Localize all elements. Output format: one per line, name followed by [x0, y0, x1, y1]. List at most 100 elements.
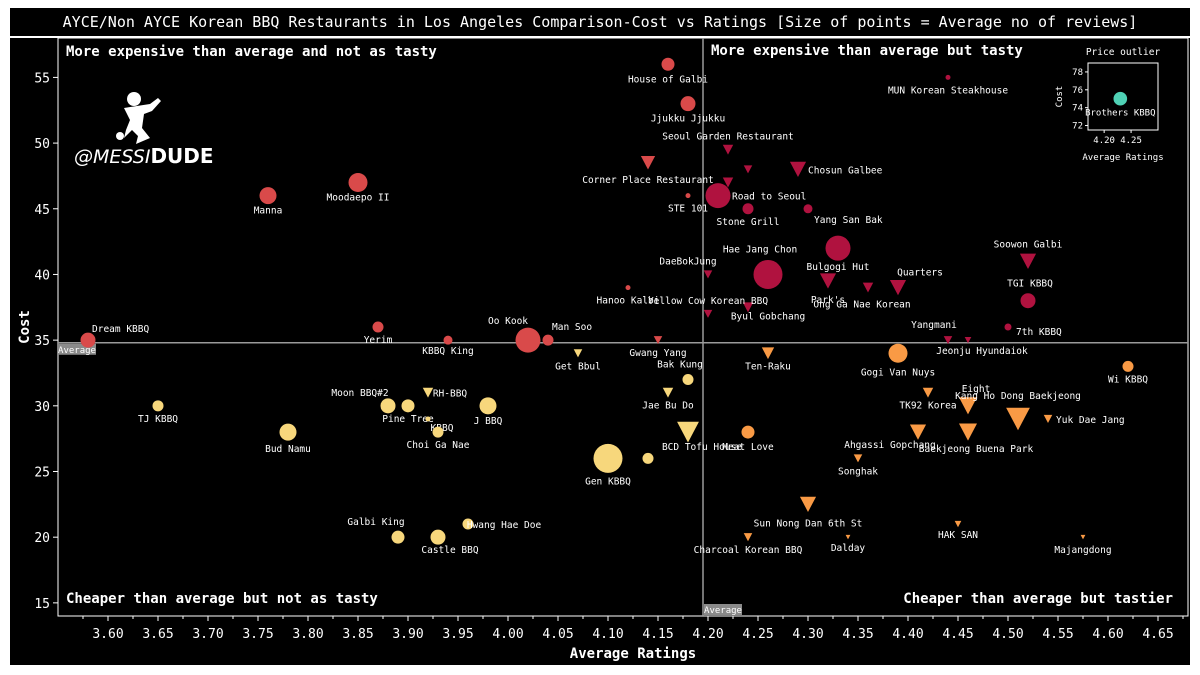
data-point-triangle	[954, 520, 962, 528]
data-point-triangle	[1019, 253, 1037, 269]
data-point-circle	[80, 332, 96, 348]
data-point-label: Eight	[962, 384, 991, 395]
y-tick-label: 55	[34, 71, 50, 86]
x-tick-label: 4.05	[542, 627, 573, 642]
data-point-label: Ten-Raku	[745, 361, 791, 372]
data-point-triangle	[819, 273, 837, 289]
data-point-circle	[625, 285, 631, 291]
data-point-label: HAK SAN	[938, 530, 978, 541]
x-tick-label: 3.75	[242, 627, 273, 642]
x-tick-label: 4.15	[642, 627, 673, 642]
data-point-circle	[259, 187, 277, 205]
x-tick-label: 4.60	[1092, 627, 1123, 642]
data-point-label: Byul Gobchang	[731, 311, 805, 322]
data-point-label: Gen KBBQ	[585, 476, 631, 487]
x-tick-label: 3.60	[92, 627, 123, 642]
data-point-label: Charcoal Korean BBQ	[694, 545, 803, 556]
data-point-label: TK92 Korea	[899, 401, 956, 412]
chart-panel: 3.60 3.65 3.70 3.75 3.80 3.85 3.90 3.95 4.00 4.05…	[10, 38, 1190, 665]
data-point-label: Yellow Cow Korean BBQ	[648, 296, 768, 307]
data-point-circle	[348, 173, 368, 192]
data-point-label: Yuk Dae Jang	[1056, 415, 1125, 426]
x-tick-label: 3.80	[292, 627, 323, 642]
data-point-label: Majangdong	[1054, 545, 1111, 556]
data-point-circle	[741, 425, 755, 439]
x-tick-label: 4.50	[992, 627, 1023, 642]
data-point-triangle	[422, 387, 434, 398]
data-point-label: House of Galbi	[628, 74, 708, 85]
data-point-triangle	[662, 387, 674, 398]
data-point-circle	[803, 204, 813, 214]
data-point-triangle	[799, 496, 817, 512]
data-point-label: Corner Place Restaurant	[582, 175, 714, 186]
data-point-label: Jae Bu Do	[642, 401, 694, 412]
data-point-triangle	[958, 397, 978, 415]
data-point-label: RH-BBQ	[433, 389, 468, 400]
y-tick-label: 20	[34, 531, 50, 546]
data-point-label: Moodaepo II	[327, 193, 390, 204]
data-point-label: Park's	[811, 295, 845, 306]
data-point-label: Castle BBQ	[421, 545, 478, 556]
x-tick-label: 4.00	[492, 627, 523, 642]
data-point-circle	[825, 235, 851, 261]
data-point-label: Quarters	[897, 268, 943, 279]
y-axis-label: Cost	[17, 310, 33, 344]
x-tick-label: 4.25	[742, 627, 773, 642]
data-point-label: Hanoo Kalbi	[597, 296, 660, 307]
quadrant-label-bottom-right: Cheaper than average but tastier	[903, 591, 1173, 607]
inset-y-tick-label: 76	[1072, 86, 1083, 96]
data-point-label: Stone Grill	[717, 217, 780, 228]
average-rating-label-bg	[704, 604, 742, 615]
average-rating-label: Average	[704, 606, 742, 616]
data-point-label: Choi Ga Nae	[407, 440, 470, 451]
y-tick-label: 40	[34, 268, 50, 283]
data-point-circle	[279, 423, 297, 441]
inset-x-tick-label: 4.25	[1120, 136, 1142, 146]
data-point-triangle	[653, 336, 663, 345]
data-point-label: Road to Seoul	[732, 192, 806, 203]
quadrant-label-top-left: More expensive than average and not as t…	[66, 44, 437, 60]
data-point-triangle	[677, 421, 699, 443]
average-cost-label: Average	[58, 346, 96, 356]
data-point-triangle	[862, 282, 874, 293]
data-point-triangle	[853, 454, 863, 463]
inset-data-point-label: Brothers KBBQ	[1085, 109, 1155, 119]
plot-border	[57, 38, 1189, 617]
data-point-label: Yerim	[364, 335, 393, 346]
data-point-label: KBBQ King	[422, 346, 473, 357]
data-point-circle	[372, 321, 384, 333]
y-tick-label: 25	[34, 466, 50, 481]
data-point-label: Dream KBBQ	[92, 324, 149, 335]
data-point-label: TJ KBBQ	[138, 414, 178, 425]
data-point-circle	[443, 335, 453, 345]
data-point-label: J BBQ	[474, 416, 503, 427]
data-point-circle	[1122, 360, 1134, 372]
average-cost-label-bg	[58, 343, 96, 355]
data-point-triangle	[909, 424, 927, 440]
data-point-triangle	[922, 387, 934, 398]
x-tick-label: 3.85	[342, 627, 373, 642]
data-point-label: Man Soo	[552, 322, 592, 333]
data-point-circle	[542, 334, 554, 346]
data-point-label: Songhak	[838, 466, 878, 477]
data-point-label: Bud Namu	[265, 444, 311, 455]
data-point-triangle	[742, 302, 754, 313]
x-tick-label: 4.65	[1142, 627, 1173, 642]
data-point-circle	[401, 399, 415, 413]
y-tick-label: 45	[34, 203, 50, 218]
data-point-label: Galbi King	[347, 517, 404, 528]
data-point-label: Dalday	[831, 543, 866, 554]
inset-x-tick-label: 4.20	[1093, 136, 1115, 146]
data-point-circle	[152, 400, 164, 412]
data-point-label: DaeBokJung	[659, 256, 716, 267]
data-point-triangle	[789, 161, 807, 178]
x-tick-label: 3.65	[142, 627, 173, 642]
data-point-circle	[425, 416, 431, 422]
data-point-triangle	[743, 533, 753, 542]
inset-x-axis-label: Average Ratings	[1082, 153, 1163, 163]
data-point-label: Seoul Garden Restaurant	[662, 132, 794, 143]
data-point-circle	[432, 426, 444, 438]
data-point-triangle	[722, 144, 734, 155]
data-point-label: Moon BBQ#2	[331, 388, 388, 399]
x-tick-label: 4.45	[942, 627, 973, 642]
